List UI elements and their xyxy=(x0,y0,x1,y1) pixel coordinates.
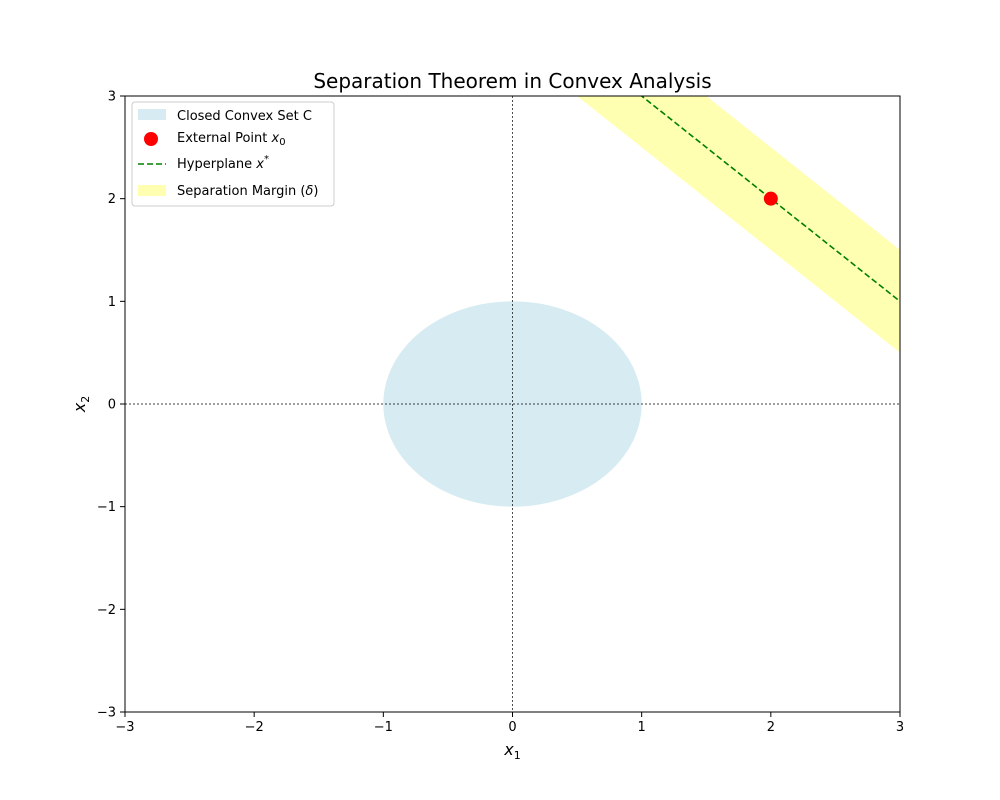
y-tick-label: −2 xyxy=(97,603,116,618)
legend-label-separation-margin: Separation Margin (δ) xyxy=(177,184,318,199)
y-axis-label: x2 xyxy=(70,396,92,413)
y-tick-label: −3 xyxy=(97,706,116,721)
y-tick-label: 1 xyxy=(108,295,116,310)
legend-margin-math: δ xyxy=(305,184,313,199)
legend-external-point-subscript: 0 xyxy=(279,137,285,148)
x-tick-label: −3 xyxy=(115,720,134,735)
y-tick-label: 2 xyxy=(108,192,116,207)
legend-external-point-math: x xyxy=(271,131,280,146)
x-axis-ticks: −3 −2 −1 0 1 2 3 xyxy=(115,712,904,735)
external-point-x0 xyxy=(763,191,778,206)
y-tick-label: −1 xyxy=(97,500,116,515)
y-axis-label-main: x xyxy=(70,402,89,413)
y-tick-label: 0 xyxy=(108,398,116,413)
chart-title: Separation Theorem in Convex Analysis xyxy=(313,69,711,93)
x-axis-label: x1 xyxy=(503,740,520,762)
legend-label-convex-set: Closed Convex Set C xyxy=(177,109,312,124)
x-tick-label: −1 xyxy=(374,720,393,735)
x-axis-label-main: x xyxy=(503,740,514,759)
x-axis-label-subscript: 1 xyxy=(514,749,521,762)
legend: Closed Convex Set C External Point x0 Hy… xyxy=(131,101,335,207)
legend-margin-end: ) xyxy=(313,184,318,199)
legend-swatch-separation-margin xyxy=(138,185,166,196)
legend-swatch-convex-set xyxy=(138,109,166,120)
legend-hyperplane-superscript: * xyxy=(264,154,269,165)
x-tick-label: 0 xyxy=(508,720,516,735)
x-tick-label: −2 xyxy=(245,720,264,735)
legend-label-external-point: External Point x0 xyxy=(177,131,286,148)
y-tick-label: 3 xyxy=(108,90,116,105)
legend-external-point-text: External Point xyxy=(177,131,267,146)
separation-margin-band xyxy=(577,96,900,353)
x-tick-label: 2 xyxy=(767,720,775,735)
legend-box xyxy=(131,101,335,207)
y-axis-label-subscript: 2 xyxy=(79,396,92,403)
plot-area xyxy=(125,96,900,712)
legend-hyperplane-math: x xyxy=(255,157,264,172)
x-tick-label: 1 xyxy=(638,720,646,735)
x-tick-label: 3 xyxy=(896,720,904,735)
legend-swatch-external-point xyxy=(144,132,158,146)
legend-label-hyperplane: Hyperplane x* xyxy=(177,154,269,172)
y-axis-ticks: −3 −2 −1 0 1 2 3 xyxy=(97,90,125,721)
legend-hyperplane-text: Hyperplane xyxy=(177,157,252,172)
legend-margin-text: Separation Margin ( xyxy=(177,184,305,199)
